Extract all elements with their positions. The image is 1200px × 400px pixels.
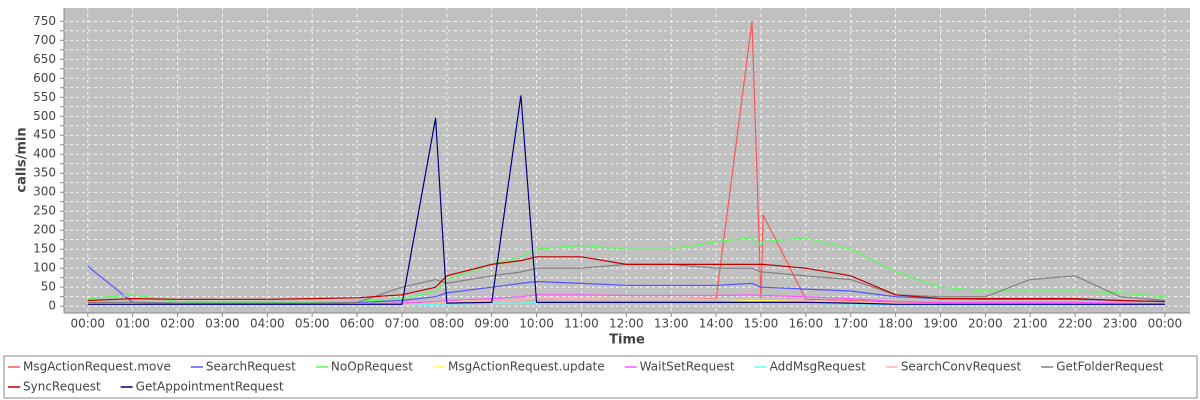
x-tick-label: 14:00 (699, 317, 734, 331)
y-tick-label: 650 (33, 52, 56, 66)
legend-label: MsgActionRequest.update (448, 360, 605, 374)
x-tick-label: 19:00 (923, 317, 958, 331)
legend-label: AddMsgRequest (770, 360, 866, 374)
y-tick-label: 450 (33, 128, 56, 142)
x-tick-label: 20:00 (968, 317, 1003, 331)
x-tick-label: 21:00 (1013, 317, 1048, 331)
legend-label: SearchRequest (206, 360, 296, 374)
legend-label: GetAppointmentRequest (136, 380, 284, 394)
x-tick-label: 17:00 (833, 317, 868, 331)
x-tick-label: 09:00 (474, 317, 509, 331)
y-tick-label: 600 (33, 71, 56, 85)
y-tick-label: 50 (41, 280, 56, 294)
x-tick-label: 15:00 (744, 317, 779, 331)
x-axis-label: Time (609, 333, 645, 348)
x-tick-label: 16:00 (789, 317, 824, 331)
x-tick-label: 13:00 (654, 317, 689, 331)
y-tick-label: 100 (33, 261, 56, 275)
x-tick-label: 08:00 (430, 317, 465, 331)
y-tick-label: 700 (33, 33, 56, 47)
series-line (87, 237, 1165, 303)
y-tick-label: 0 (48, 299, 56, 313)
x-tick-label: 04:00 (250, 317, 285, 331)
y-tick-label: 750 (33, 14, 56, 28)
y-tick-label: 500 (33, 109, 56, 123)
x-tick-label: 03:00 (205, 317, 240, 331)
legend (3, 355, 1198, 399)
legend-label: NoOpRequest (331, 360, 413, 374)
x-tick-label: 12:00 (609, 317, 644, 331)
y-tick-label: 350 (33, 166, 56, 180)
x-tick-label: 07:00 (385, 317, 420, 331)
legend-label: SearchConvRequest (901, 360, 1022, 374)
y-tick-label: 400 (33, 147, 56, 161)
y-tick-label: 150 (33, 242, 56, 256)
x-tick-label: 01:00 (115, 317, 150, 331)
y-tick-label: 200 (33, 223, 56, 237)
y-axis-label: calls/min (15, 127, 30, 192)
x-tick-label: 10:00 (519, 317, 554, 331)
series-line (87, 256, 1165, 303)
series-line (87, 95, 1165, 305)
x-tick-label: 02:00 (160, 317, 195, 331)
x-tick-label: 18:00 (878, 317, 913, 331)
plot-area (64, 8, 1190, 313)
x-tick-label: 00:00 (70, 317, 105, 331)
y-tick-label: 250 (33, 204, 56, 218)
legend-label: SyncRequest (23, 380, 101, 394)
y-tick-label: 550 (33, 90, 56, 104)
legend-label: WaitSetRequest (640, 360, 735, 374)
legend-label: MsgActionRequest.move (23, 360, 171, 374)
x-tick-label: 11:00 (564, 317, 599, 331)
x-tick-label: 05:00 (295, 317, 330, 331)
y-tick-label: 300 (33, 185, 56, 199)
x-tick-label: 22:00 (1058, 317, 1093, 331)
x-tick-label: 23:00 (1103, 317, 1138, 331)
legend-label: GetFolderRequest (1056, 360, 1164, 374)
x-tick-label: 00:00 (1148, 317, 1183, 331)
x-tick-label: 06:00 (340, 317, 375, 331)
